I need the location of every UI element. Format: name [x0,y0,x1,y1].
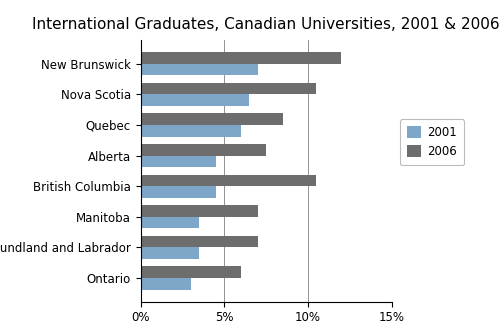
Bar [140,125,240,137]
Legend: 2001, 2006: 2001, 2006 [399,119,463,165]
Bar [140,155,215,167]
Bar [140,113,282,125]
Bar [140,144,266,155]
Bar [140,186,215,198]
Bar [140,83,316,94]
Bar [140,205,257,217]
Bar [140,94,249,106]
Title: International Graduates, Canadian Universities, 2001 & 2006: International Graduates, Canadian Univer… [32,17,499,32]
Bar [140,236,257,247]
Bar [140,247,199,259]
Bar [140,52,341,64]
Bar [140,266,240,278]
Bar [140,175,316,186]
Bar [140,278,190,290]
Bar [140,64,257,75]
Bar [140,217,199,228]
